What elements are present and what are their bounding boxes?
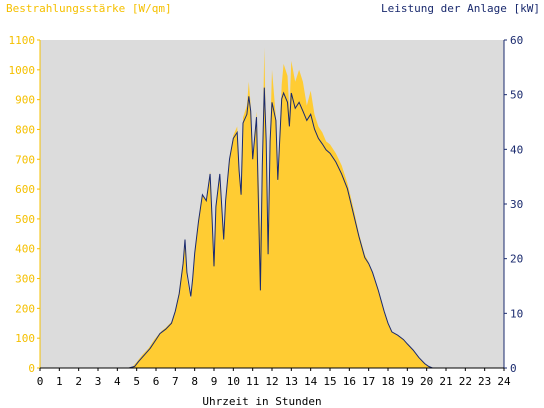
x-tick-label: 13 [285, 375, 298, 388]
right-tick-label: 0 [510, 362, 517, 375]
x-tick-label: 8 [191, 375, 198, 388]
right-tick-label: 40 [510, 143, 523, 156]
left-tick-label: 100 [15, 332, 35, 345]
x-tick-label: 7 [172, 375, 179, 388]
x-axis-ticks: 0 1 2 3 4 5 6 7 8 9 10 11 12 13 14 15 16 17 18 19 20 21 22 23 24 [37, 368, 511, 388]
left-tick-label: 700 [15, 153, 35, 166]
x-tick-label: 9 [211, 375, 218, 388]
x-tick-label: 17 [362, 375, 375, 388]
x-tick-label: 20 [420, 375, 433, 388]
left-axis-ticks: 0 100 200 300 400 500 600 700 800 900 1000 1100 [9, 34, 40, 375]
left-tick-label: 500 [15, 213, 35, 226]
x-tick-label: 3 [95, 375, 102, 388]
x-tick-label: 6 [153, 375, 160, 388]
x-tick-label: 19 [401, 375, 414, 388]
x-tick-label: 12 [265, 375, 278, 388]
left-tick-label: 800 [15, 123, 35, 136]
left-tick-label: 300 [15, 273, 35, 286]
x-tick-label: 5 [133, 375, 140, 388]
right-tick-label: 10 [510, 307, 523, 320]
right-axis-ticks: 0 10 20 30 40 50 60 [504, 34, 523, 375]
x-tick-label: 14 [304, 375, 318, 388]
x-axis-title: Uhrzeit in Stunden [202, 395, 321, 408]
left-axis-title: Bestrahlungsstärke [W/qm] [6, 2, 172, 15]
x-tick-label: 1 [56, 375, 63, 388]
right-axis-title: Leistung der Anlage [kW] [381, 2, 540, 15]
left-tick-label: 1100 [9, 34, 36, 47]
left-tick-label: 0 [28, 362, 35, 375]
right-tick-label: 30 [510, 198, 523, 211]
x-tick-label: 21 [439, 375, 452, 388]
right-tick-label: 50 [510, 89, 523, 102]
x-tick-label: 24 [497, 375, 511, 388]
left-tick-label: 400 [15, 243, 35, 256]
x-tick-label: 0 [37, 375, 44, 388]
x-tick-label: 23 [478, 375, 491, 388]
left-tick-label: 200 [15, 302, 35, 315]
x-tick-label: 4 [114, 375, 121, 388]
x-tick-label: 16 [343, 375, 356, 388]
right-tick-label: 60 [510, 34, 523, 47]
x-tick-label: 2 [75, 375, 82, 388]
right-tick-label: 20 [510, 253, 523, 266]
x-tick-label: 18 [381, 375, 394, 388]
x-tick-label: 10 [227, 375, 240, 388]
left-tick-label: 1000 [9, 64, 36, 77]
left-tick-label: 600 [15, 183, 35, 196]
x-tick-label: 22 [459, 375, 472, 388]
irradiance-area [127, 47, 433, 368]
x-tick-label: 11 [246, 375, 259, 388]
power-line [128, 87, 433, 369]
left-tick-label: 900 [15, 94, 35, 107]
x-tick-label: 15 [323, 375, 336, 388]
